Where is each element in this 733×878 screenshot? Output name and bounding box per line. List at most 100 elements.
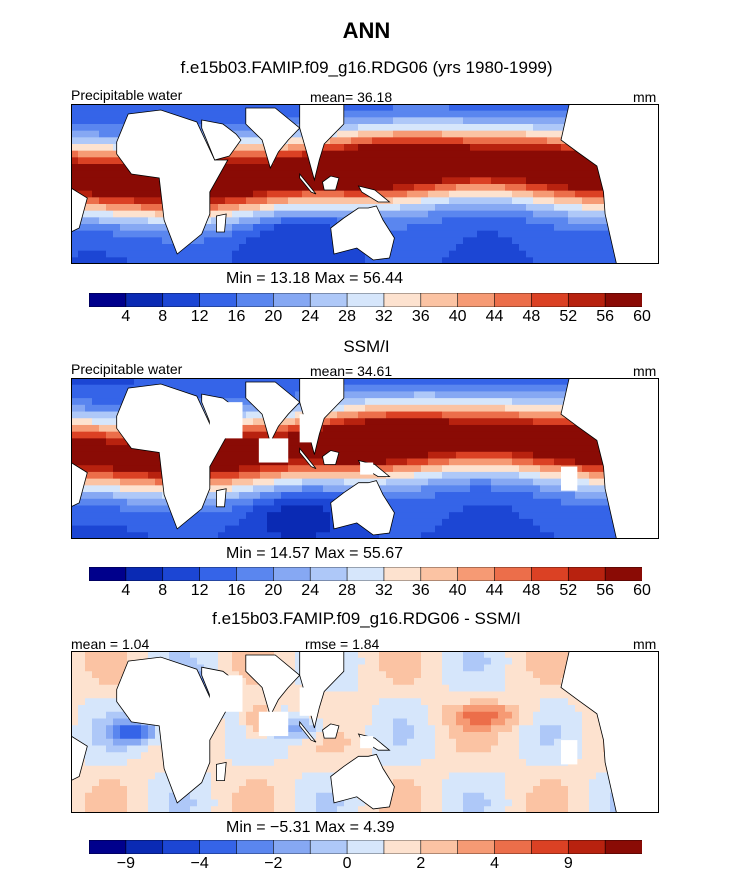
- colorbar-tick-label: 0: [342, 855, 352, 872]
- land-outline: [116, 109, 229, 255]
- colorbar-tick-label: 8: [158, 582, 168, 599]
- colorbar-swatch: [494, 840, 533, 854]
- colorbar-tick-label: 44: [485, 582, 504, 599]
- colorbar-swatch: [346, 840, 385, 854]
- land-outline: [330, 480, 395, 536]
- colorbar-swatch: [162, 567, 201, 581]
- colorbar-swatch: [531, 293, 570, 307]
- panel-3-map: [71, 651, 659, 813]
- colorbar-tick-label: 28: [338, 308, 356, 325]
- colorbar-swatch: [89, 293, 127, 307]
- colorbar-swatch: [199, 567, 238, 581]
- colorbar-tick-label: 8: [158, 308, 168, 325]
- colorbar-swatch: [420, 567, 459, 581]
- panel-2-title: SSM/I: [343, 337, 390, 356]
- panel-3-units: mm: [633, 636, 657, 652]
- colorbar-tick-label: −2: [264, 855, 283, 872]
- colorbar-swatch: [162, 840, 201, 854]
- colorbar-swatch: [383, 567, 422, 581]
- colorbar-tick-label: 60: [633, 582, 651, 599]
- colorbar-tick-label: 56: [596, 308, 615, 325]
- land-outline: [71, 735, 88, 782]
- colorbar-tick-label: 4: [121, 582, 131, 599]
- land-outline: [299, 447, 317, 469]
- panel-3-min-max: Min = −5.31 Max = 4.39: [226, 819, 395, 836]
- land-outline: [560, 378, 659, 539]
- colorbar-tick-label: 4: [121, 308, 131, 325]
- land-outline: [299, 720, 317, 743]
- land-outline: [330, 753, 395, 810]
- colorbar-tick-label: 36: [411, 582, 430, 599]
- colorbar-tick-label: 16: [227, 308, 246, 325]
- panel-2-min-max: Min = 14.57 Max = 55.67: [226, 545, 403, 562]
- land-outline: [560, 651, 659, 813]
- land-outline: [116, 383, 229, 530]
- colorbar-swatch: [89, 840, 127, 854]
- land-outline: [245, 654, 301, 717]
- colorbar-swatch: [531, 840, 570, 854]
- colorbar-tick-label: 12: [190, 582, 209, 599]
- colorbar-swatch: [89, 567, 127, 581]
- colorbar-swatch: [162, 293, 201, 307]
- panel-2-colorbar: [89, 567, 642, 581]
- land-outline: [299, 104, 345, 182]
- colorbar-swatch: [236, 293, 275, 307]
- colorbar-swatch: [125, 567, 164, 581]
- colorbar-swatch: [236, 840, 275, 854]
- colorbar-swatch: [199, 293, 238, 307]
- colorbar-swatch: [273, 567, 311, 581]
- panel-3-colorbar: [89, 840, 642, 854]
- colorbar-swatch: [125, 840, 164, 854]
- colorbar-swatch: [567, 840, 606, 854]
- colorbar-tick-label: 40: [448, 582, 467, 599]
- land-outline: [322, 450, 340, 465]
- main-title: ANN: [342, 18, 391, 43]
- land-outline: [216, 488, 227, 508]
- colorbar-tick-label: 52: [559, 308, 578, 325]
- land-outline: [201, 119, 242, 161]
- colorbar-swatch: [567, 293, 606, 307]
- colorbar-tick-label: 32: [375, 582, 393, 599]
- panel-1-colorbar: [89, 293, 642, 307]
- colorbar-swatch: [604, 293, 642, 307]
- colorbar-tick-label: −4: [190, 855, 209, 872]
- colorbar-tick-label: 52: [559, 582, 578, 599]
- colorbar-swatch: [309, 567, 348, 581]
- colorbar-tick-label: 56: [596, 582, 615, 599]
- panel-1-units: mm: [633, 89, 657, 105]
- land-outline: [245, 107, 301, 170]
- colorbar-tick-label: 20: [264, 582, 283, 599]
- colorbar-tick-label: 40: [448, 308, 467, 325]
- colorbar-tick-label: −9: [116, 855, 135, 872]
- colorbar-swatch: [273, 840, 311, 854]
- colorbar-swatch: [199, 840, 238, 854]
- colorbar-swatch: [420, 293, 459, 307]
- colorbar-swatch: [457, 840, 496, 854]
- land-outline: [71, 187, 88, 233]
- colorbar-tick-label: 2: [416, 855, 426, 872]
- land-outline: [245, 381, 301, 444]
- panel-1-map: [71, 104, 659, 264]
- colorbar-swatch: [494, 567, 533, 581]
- colorbar-tick-label: 24: [301, 582, 320, 599]
- panel-2-left-label: Precipitable water: [71, 361, 183, 377]
- panel-1-mean-label: mean= 36.18: [310, 89, 393, 105]
- colorbar-swatch: [494, 293, 533, 307]
- colorbar-tick-label: 48: [522, 582, 541, 599]
- land-outline: [330, 205, 395, 261]
- land-outline: [322, 723, 340, 739]
- colorbar-swatch: [604, 840, 642, 854]
- colorbar-swatch: [273, 293, 311, 307]
- colorbar-tick-label: 9: [563, 855, 573, 872]
- land-outline: [299, 172, 317, 195]
- panel-2-map: [71, 378, 659, 539]
- colorbar-swatch: [383, 840, 422, 854]
- colorbar-tick-label: 16: [227, 582, 246, 599]
- land-outline: [71, 462, 88, 508]
- panel-1-title: f.e15b03.FAMIP.f09_g16.RDG06 (yrs 1980-1…: [180, 58, 553, 77]
- land-outline: [116, 656, 229, 804]
- colorbar-tick-label: 32: [375, 308, 393, 325]
- colorbar-swatch: [236, 567, 275, 581]
- colorbar-swatch: [346, 293, 385, 307]
- colorbar-swatch: [309, 840, 348, 854]
